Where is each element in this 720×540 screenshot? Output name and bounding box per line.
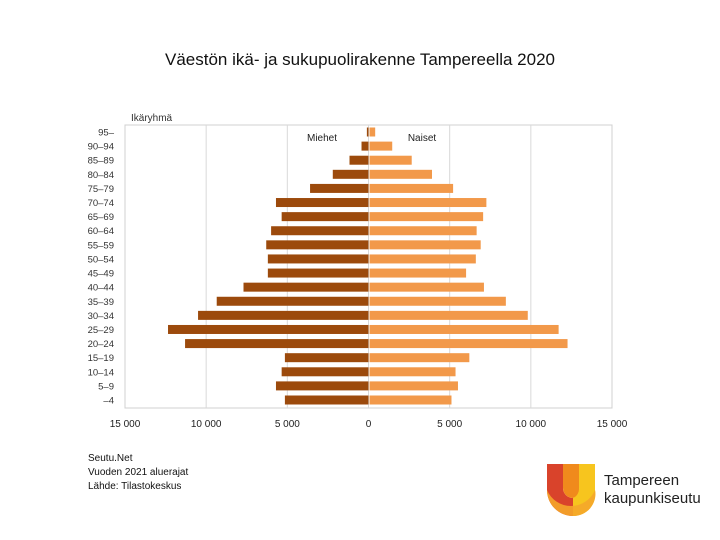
bar-naiset xyxy=(369,310,528,320)
y-tick-label: 5–9 xyxy=(98,381,114,392)
bar-miehet xyxy=(275,198,369,208)
x-tick-label: 0 xyxy=(366,419,372,430)
y-tick-label: 15–19 xyxy=(88,353,114,364)
slide-title: Väestön ikä- ja sukupuolirakenne Tampere… xyxy=(165,50,555,69)
bar-miehet xyxy=(198,310,369,320)
bar-miehet xyxy=(349,155,369,165)
bar-naiset xyxy=(369,254,476,264)
bar-naiset xyxy=(369,339,568,349)
x-tick-label: 5 000 xyxy=(275,419,300,430)
bar-naiset xyxy=(369,183,454,193)
logo-text: Tampereen kaupunkiseutu xyxy=(604,472,701,508)
bar-naiset xyxy=(369,155,412,165)
bar-naiset xyxy=(369,296,506,306)
bar-naiset xyxy=(369,198,487,208)
source-note: Seutu.Net Vuoden 2021 aluerajat Lähde: T… xyxy=(88,452,188,494)
y-tick-label: 20–24 xyxy=(88,339,114,350)
y-tick-label: 35–39 xyxy=(88,297,114,308)
bar-naiset xyxy=(369,169,432,179)
bar-miehet xyxy=(185,339,369,349)
bar-miehet xyxy=(281,367,369,377)
bar-naiset xyxy=(369,240,481,250)
y-tick-label: 50–54 xyxy=(88,254,114,265)
y-axis-title: Ikäryhmä xyxy=(131,113,173,124)
y-tick-label: 75–79 xyxy=(88,184,114,195)
bar-miehet xyxy=(284,395,369,405)
source-line: Vuoden 2021 aluerajat xyxy=(88,467,189,478)
y-tick-label: 95– xyxy=(98,128,115,139)
bar-miehet xyxy=(310,183,369,193)
y-tick-label: 55–59 xyxy=(88,240,114,251)
bar-miehet xyxy=(332,169,369,179)
series-label-miehet: Miehet xyxy=(307,133,337,144)
bar-naiset xyxy=(369,141,393,151)
x-tick-label: 15 000 xyxy=(110,419,141,430)
bar-miehet xyxy=(267,254,369,264)
series-label-naiset: Naiset xyxy=(408,133,437,144)
y-tick-label: 40–44 xyxy=(88,283,114,294)
bar-miehet xyxy=(284,353,369,363)
logo-text-line: Tampereen xyxy=(604,472,680,489)
y-tick-label: 65–69 xyxy=(88,212,114,223)
bar-naiset xyxy=(369,226,477,236)
y-tick-label: 10–14 xyxy=(88,367,114,378)
x-tick-label: 5 000 xyxy=(437,419,462,430)
bar-naiset xyxy=(369,212,484,222)
bar-miehet xyxy=(243,282,369,292)
bar-miehet xyxy=(266,240,369,250)
bar-miehet xyxy=(366,127,369,137)
source-line: Lähde: Tilastokeskus xyxy=(88,481,182,492)
bar-miehet xyxy=(281,212,369,222)
bar-miehet xyxy=(361,141,369,151)
bar-miehet xyxy=(216,296,369,306)
bar-miehet xyxy=(271,226,369,236)
tampereen-kaupunkiseutu-logo xyxy=(547,464,596,517)
y-tick-label: 80–84 xyxy=(88,170,114,181)
y-tick-label: 70–74 xyxy=(88,198,114,209)
bar-naiset xyxy=(369,324,559,334)
bar-naiset xyxy=(369,381,458,391)
y-tick-label: 90–94 xyxy=(88,142,114,153)
y-tick-label: 60–64 xyxy=(88,226,114,237)
bar-miehet xyxy=(267,268,369,278)
logo-text-line: kaupunkiseutu xyxy=(604,490,701,507)
y-tick-label: –4 xyxy=(103,396,114,407)
bar-miehet xyxy=(275,381,369,391)
y-tick-label: 30–34 xyxy=(88,311,114,322)
source-line: Seutu.Net xyxy=(88,453,133,464)
x-tick-label: 10 000 xyxy=(516,419,547,430)
bar-naiset xyxy=(369,367,456,377)
y-tick-label: 85–89 xyxy=(88,156,114,167)
bar-naiset xyxy=(369,268,467,278)
y-tick-label: 45–49 xyxy=(88,269,114,280)
bar-naiset xyxy=(369,127,376,137)
bar-naiset xyxy=(369,353,470,363)
x-tick-label: 10 000 xyxy=(191,419,222,430)
bar-naiset xyxy=(369,282,484,292)
x-tick-label: 15 000 xyxy=(597,419,628,430)
bar-naiset xyxy=(369,395,452,405)
y-tick-label: 25–29 xyxy=(88,325,114,336)
bar-miehet xyxy=(168,324,369,334)
